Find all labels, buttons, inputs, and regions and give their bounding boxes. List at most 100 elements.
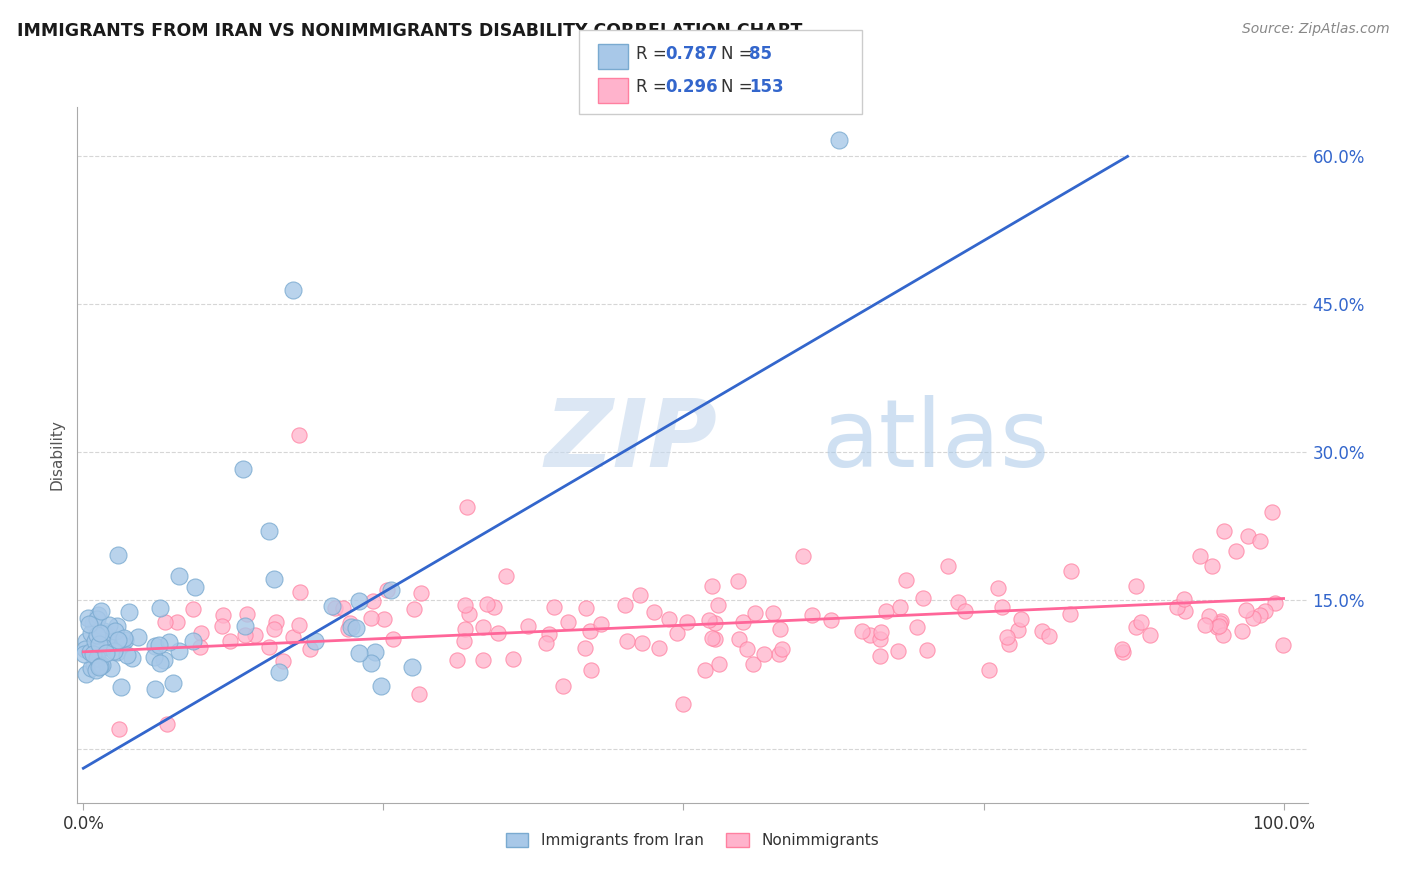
Point bbox=[666, 625, 689, 640]
Point bbox=[169, 644, 191, 658]
Text: ZIP: ZIP bbox=[546, 395, 717, 487]
Point bbox=[97, 618, 120, 632]
Point bbox=[1130, 615, 1153, 630]
Point bbox=[1112, 645, 1135, 659]
Point bbox=[79, 644, 101, 658]
Text: N =: N = bbox=[721, 45, 758, 62]
Point bbox=[110, 681, 132, 695]
Point bbox=[90, 658, 112, 673]
Point bbox=[538, 627, 561, 641]
Point bbox=[90, 604, 112, 618]
Point bbox=[1125, 579, 1147, 593]
Point bbox=[484, 600, 506, 615]
Point bbox=[1174, 604, 1197, 618]
Point bbox=[79, 661, 101, 675]
Point bbox=[149, 600, 172, 615]
Point bbox=[1208, 619, 1230, 633]
Point bbox=[380, 582, 402, 597]
Point bbox=[117, 648, 139, 662]
Point bbox=[153, 615, 176, 629]
Point bbox=[946, 594, 969, 608]
Point bbox=[86, 612, 108, 626]
Point bbox=[370, 679, 392, 693]
Point bbox=[704, 632, 727, 646]
Point bbox=[83, 634, 105, 648]
Point bbox=[169, 569, 191, 583]
Point bbox=[143, 649, 166, 664]
Point bbox=[693, 663, 716, 677]
Point bbox=[360, 656, 382, 670]
Point bbox=[534, 635, 557, 649]
Point bbox=[271, 654, 294, 668]
Point bbox=[475, 597, 498, 611]
Point bbox=[458, 607, 481, 621]
Point bbox=[553, 679, 575, 693]
Point bbox=[382, 632, 405, 646]
Point bbox=[870, 624, 893, 639]
Point bbox=[107, 548, 129, 562]
Point bbox=[768, 648, 790, 662]
Point bbox=[1241, 611, 1264, 625]
Point bbox=[243, 628, 266, 642]
Point bbox=[894, 573, 917, 587]
Point bbox=[321, 599, 343, 613]
Point bbox=[332, 601, 354, 615]
Point bbox=[658, 612, 681, 626]
Point bbox=[375, 582, 398, 597]
Point bbox=[1209, 615, 1232, 630]
Point bbox=[360, 611, 382, 625]
Point bbox=[181, 602, 204, 616]
Point bbox=[257, 640, 280, 654]
Point bbox=[96, 635, 118, 649]
Point bbox=[801, 607, 824, 622]
Point bbox=[373, 612, 395, 626]
Point bbox=[828, 133, 851, 147]
Point bbox=[166, 615, 188, 629]
Point bbox=[741, 657, 763, 671]
Point bbox=[86, 628, 108, 642]
Point bbox=[1264, 596, 1286, 610]
Point bbox=[89, 658, 111, 673]
Point bbox=[579, 624, 602, 638]
Point bbox=[616, 633, 638, 648]
Point bbox=[454, 622, 477, 636]
Point bbox=[75, 642, 97, 657]
Point bbox=[889, 599, 911, 614]
Point bbox=[157, 635, 180, 649]
Point bbox=[1125, 620, 1147, 634]
Point bbox=[89, 637, 111, 651]
Point bbox=[266, 615, 288, 630]
Point bbox=[75, 667, 97, 681]
Point bbox=[76, 610, 98, 624]
Point bbox=[648, 641, 671, 656]
Point bbox=[233, 619, 256, 633]
Point bbox=[103, 644, 125, 658]
Point bbox=[323, 600, 346, 615]
Point bbox=[283, 283, 305, 297]
Point bbox=[181, 634, 204, 648]
Point bbox=[1230, 624, 1253, 638]
Point bbox=[96, 626, 118, 640]
Point bbox=[108, 722, 131, 736]
Point bbox=[267, 665, 290, 680]
Point bbox=[1198, 608, 1220, 623]
Point bbox=[446, 652, 468, 666]
Point bbox=[574, 600, 596, 615]
Point bbox=[987, 581, 1010, 595]
Point bbox=[408, 687, 430, 701]
Text: Source: ZipAtlas.com: Source: ZipAtlas.com bbox=[1241, 22, 1389, 37]
Point bbox=[472, 620, 495, 634]
Point bbox=[869, 648, 891, 663]
Point bbox=[472, 653, 495, 667]
Point bbox=[977, 663, 1000, 677]
Point bbox=[820, 613, 842, 627]
Point bbox=[762, 607, 785, 621]
Point bbox=[105, 619, 128, 633]
Point bbox=[87, 608, 110, 623]
Point bbox=[233, 628, 256, 642]
Point bbox=[93, 624, 115, 638]
Point bbox=[190, 626, 212, 640]
Point bbox=[143, 682, 166, 697]
Point bbox=[361, 594, 384, 608]
Point bbox=[401, 659, 423, 673]
